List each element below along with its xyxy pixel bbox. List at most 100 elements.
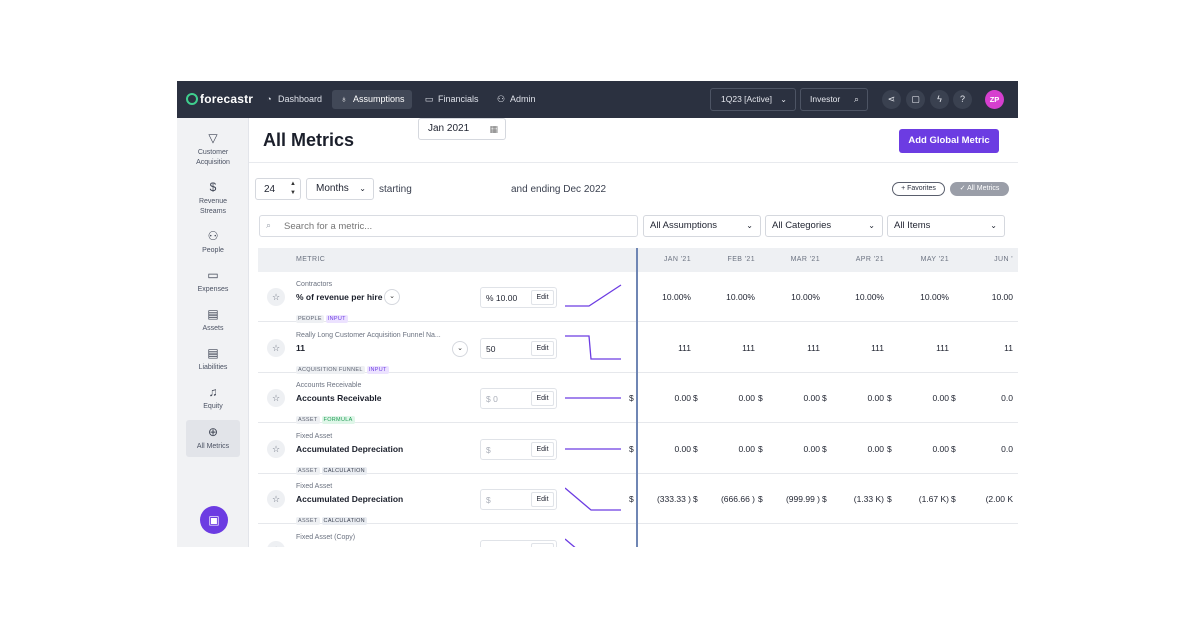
- month-value-cell[interactable]: 11: [951, 343, 1013, 355]
- share-button[interactable]: ⋖: [882, 90, 901, 109]
- metric-name[interactable]: Accumulated Depreciation: [296, 494, 404, 504]
- metric-value-input[interactable]: $ Edit: [480, 539, 557, 547]
- month-value-cell[interactable]: 10.00: [951, 292, 1013, 304]
- month-value-cell[interactable]: $ (1.33 K): [822, 494, 884, 506]
- metric-value-input[interactable]: $ 0 Edit: [480, 388, 557, 409]
- favorite-star-button[interactable]: ☆: [267, 338, 285, 357]
- month-value-cell[interactable]: 111: [629, 343, 691, 355]
- month-value-cell[interactable]: $ (2.00 K: [951, 545, 1013, 548]
- items-filter-select[interactable]: All Items ⌄: [887, 215, 1005, 237]
- metric-name[interactable]: % of revenue per hire: [296, 292, 383, 302]
- sidebar-item-all-metrics[interactable]: ⊕ All Metrics: [186, 420, 240, 457]
- month-value-cell[interactable]: $ (333.33 ): [629, 494, 691, 506]
- month-value-cell[interactable]: 111: [693, 343, 755, 355]
- chat-button[interactable]: ▣: [200, 506, 228, 534]
- month-value-cell[interactable]: $0.00: [887, 444, 949, 456]
- nav-tab-dashboard[interactable]: ◔ Dashboard: [257, 90, 329, 109]
- table-row[interactable]: ☆ Fixed Asset Accumulated Depreciation ASSE…: [258, 424, 1018, 475]
- month-value-cell[interactable]: $ (1.33 K): [822, 545, 884, 548]
- metric-name[interactable]: Accumulated Depreciation: [296, 545, 403, 548]
- month-value-cell[interactable]: $0.00: [758, 444, 820, 456]
- edit-button[interactable]: Edit: [531, 492, 554, 507]
- month-value-cell[interactable]: $ (999.99 ): [758, 494, 820, 506]
- activity-button[interactable]: ϟ: [930, 90, 949, 109]
- month-value-cell[interactable]: $0.00: [629, 444, 691, 456]
- favorite-star-button[interactable]: ☆: [267, 439, 285, 458]
- table-row[interactable]: ☆ Accounts Receivable Accounts Receivable A…: [258, 373, 1018, 424]
- month-value-cell[interactable]: 111: [887, 343, 949, 355]
- add-global-metric-button[interactable]: Add Global Metric: [899, 129, 999, 153]
- month-value-cell[interactable]: $0.00: [693, 444, 755, 456]
- comments-button[interactable]: ▢: [906, 90, 925, 109]
- nav-tab-financials[interactable]: ▭ Financials: [417, 90, 486, 109]
- month-value-cell[interactable]: 111: [822, 343, 884, 355]
- edit-button[interactable]: Edit: [531, 290, 554, 305]
- favorite-star-button[interactable]: ☆: [267, 490, 285, 508]
- scenario-select[interactable]: Investor ⌕: [800, 88, 868, 111]
- month-value-cell[interactable]: $0.00: [887, 393, 949, 405]
- sidebar-item-assets[interactable]: ▤ Assets: [186, 307, 240, 334]
- nav-tab-assumptions[interactable]: ♁ Assumptions: [332, 90, 412, 109]
- month-value-cell[interactable]: $0.00: [693, 393, 755, 405]
- categories-filter-select[interactable]: All Categories ⌄: [765, 215, 883, 237]
- sidebar-item-equity[interactable]: ♫ Equity: [186, 385, 240, 412]
- sidebar-item-liabilities[interactable]: ▤ Liabilities: [186, 346, 240, 373]
- edit-button[interactable]: Edit: [531, 340, 554, 356]
- expand-button[interactable]: ⌄: [452, 340, 468, 357]
- brand-logo[interactable]: forecastr: [186, 92, 253, 106]
- table-row[interactable]: ☆ Fixed Asset (Copy) Accumulated Depreciat…: [258, 525, 1018, 548]
- month-value-cell[interactable]: $0.00: [822, 444, 884, 456]
- month-value-cell[interactable]: $ (666.66 ): [693, 494, 755, 506]
- period-unit-select[interactable]: Months ⌄: [306, 178, 374, 200]
- favorite-star-button[interactable]: ☆: [267, 288, 285, 306]
- metric-value-input[interactable]: $ Edit: [480, 438, 557, 460]
- month-value-cell[interactable]: $0.0: [951, 393, 1013, 405]
- period-count-stepper[interactable]: 24 ▲ ▼: [255, 178, 301, 200]
- month-value-cell[interactable]: $ (333.33 ): [629, 545, 691, 548]
- favorites-filter[interactable]: + Favorites: [892, 182, 945, 196]
- caret-up-icon[interactable]: ▲: [290, 181, 296, 187]
- avatar[interactable]: ZP: [985, 90, 1004, 109]
- nav-tab-admin[interactable]: ⚇ Admin: [489, 90, 543, 109]
- all-metrics-filter[interactable]: ✓ All Metrics: [950, 182, 1009, 196]
- assumptions-filter-select[interactable]: All Assumptions ⌄: [643, 215, 761, 237]
- help-button[interactable]: ?: [953, 90, 972, 109]
- month-value-cell[interactable]: 111: [758, 343, 820, 355]
- table-row[interactable]: ☆ Contractors % of revenue per hire PEOPLE I…: [258, 272, 1018, 323]
- expand-button[interactable]: ⌄: [384, 289, 400, 305]
- month-value-cell[interactable]: $0.0: [951, 444, 1013, 456]
- month-value-cell[interactable]: 10.00%: [887, 292, 949, 304]
- sidebar-item-customer-acquisition[interactable]: ▽ Customer Acquisition: [186, 131, 240, 168]
- sidebar-item-people[interactable]: ⚇ People: [186, 229, 240, 256]
- edit-button[interactable]: Edit: [531, 391, 554, 406]
- caret-down-icon[interactable]: ▼: [290, 190, 296, 196]
- month-value-cell[interactable]: $ (999.99 ): [758, 545, 820, 548]
- month-value-cell[interactable]: 10.00%: [822, 292, 884, 304]
- favorite-star-button[interactable]: ☆: [267, 540, 285, 547]
- sidebar-item-expenses[interactable]: ▭ Expenses: [186, 268, 240, 295]
- metric-name[interactable]: Accumulated Depreciation: [296, 443, 404, 454]
- month-value-cell[interactable]: 10.00%: [758, 292, 820, 304]
- metric-name[interactable]: 11: [296, 342, 305, 353]
- start-date-input[interactable]: Jan 2021 ▦: [418, 118, 506, 140]
- month-value-cell[interactable]: $ (1.67 K): [887, 494, 949, 506]
- month-value-cell[interactable]: 10.00%: [629, 292, 691, 304]
- month-value-cell[interactable]: 10.00%: [693, 292, 755, 304]
- sidebar-item-revenue-streams[interactable]: $ Revenue Streams: [186, 180, 240, 217]
- table-row[interactable]: ☆ Fixed Asset Accumulated Depreciation ASSE…: [258, 474, 1018, 525]
- month-value-cell[interactable]: $ (666.66 ): [693, 545, 755, 548]
- search-input[interactable]: [259, 215, 638, 237]
- metric-value-input[interactable]: % 10.00 Edit: [480, 287, 557, 308]
- period-select[interactable]: 1Q23 [Active] ⌄: [710, 88, 796, 111]
- month-value-cell[interactable]: $0.00: [758, 393, 820, 405]
- metric-name[interactable]: Accounts Receivable: [296, 393, 382, 403]
- month-value-cell[interactable]: $0.00: [629, 393, 691, 405]
- metric-value-input[interactable]: 50 Edit: [480, 337, 557, 359]
- edit-button[interactable]: Edit: [531, 441, 554, 457]
- month-value-cell[interactable]: $ (2.00 K: [951, 494, 1013, 506]
- favorite-star-button[interactable]: ☆: [267, 389, 285, 407]
- edit-button[interactable]: Edit: [531, 542, 554, 547]
- month-value-cell[interactable]: $ (1.67 K): [887, 545, 949, 548]
- column-divider[interactable]: [636, 248, 638, 547]
- table-row[interactable]: ☆ Really Long Customer Acquisition Funnel…: [258, 323, 1018, 374]
